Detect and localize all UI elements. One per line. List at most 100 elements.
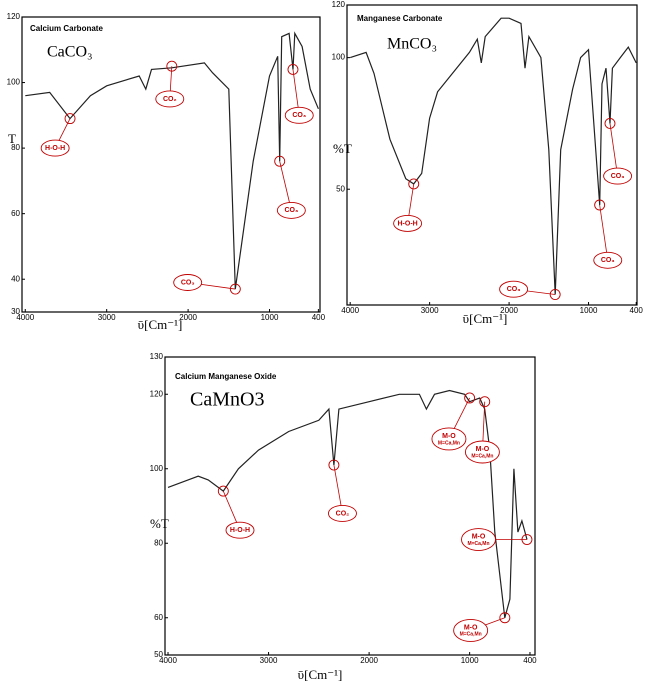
annotation-label: CO₃ <box>611 173 625 180</box>
spectrum-line <box>350 17 637 295</box>
y-tick-label: 80 <box>11 143 20 152</box>
annotation-label: H-O-H <box>230 527 250 534</box>
annotation-label: CO₃ <box>601 257 615 264</box>
x-tick-label: 3000 <box>98 313 116 322</box>
target-circle <box>521 534 533 545</box>
plot-frame <box>346 4 638 306</box>
annotation-label: M-O <box>442 433 456 440</box>
chart-title: Manganese Carbonate <box>357 14 443 23</box>
plot-frame <box>21 16 321 313</box>
y-tick-label: 120 <box>7 12 21 21</box>
x-tick-label: 1000 <box>261 313 279 322</box>
y-tick-label: 120 <box>332 0 346 9</box>
y-tick-label: 130 <box>150 352 164 361</box>
annotation-sublabel: M=Ca,Mn <box>438 440 460 446</box>
x-tick-label: 400 <box>630 306 644 315</box>
plot-frame <box>164 356 536 656</box>
x-tick-label: 3000 <box>260 656 278 665</box>
target-circle <box>464 392 476 404</box>
target-circle <box>166 60 178 72</box>
annotation-label: M-O <box>472 533 486 540</box>
y-tick-label: 40 <box>11 274 20 283</box>
target-circle <box>274 155 286 167</box>
x-axis-label: ῡ[Cm⁻¹] <box>298 667 343 682</box>
formula: CaCO₃ <box>47 44 93 61</box>
annotation-bubble <box>464 440 500 464</box>
y-axis-label: %T <box>150 516 169 531</box>
annotation-bubble <box>431 427 467 451</box>
callout-line <box>609 123 619 177</box>
target-circle <box>408 178 420 190</box>
annotation-bubble <box>328 505 357 522</box>
y-tick-label: 100 <box>332 53 346 62</box>
formula: MnCO₃ <box>387 36 437 53</box>
y-tick-label: 60 <box>11 209 20 218</box>
y-tick-label: 100 <box>150 464 164 473</box>
annotation-bubble <box>225 521 255 539</box>
spectrum-line <box>167 389 528 618</box>
callout-line <box>599 204 609 261</box>
annotation-label: CO₂ <box>336 510 350 517</box>
y-tick-label: 80 <box>154 538 163 547</box>
chart-title: Calcium Manganese Oxide <box>175 372 277 381</box>
annotation-bubble <box>173 274 203 291</box>
x-tick-label: 400 <box>312 313 326 322</box>
annotation-bubble <box>155 90 185 108</box>
formula: CaMnO3 <box>190 389 264 411</box>
target-circle <box>549 289 561 300</box>
x-tick-label: 1000 <box>580 306 598 315</box>
y-axis-label: %T <box>333 141 352 156</box>
annotation-label: H-O-H <box>398 220 418 227</box>
annotation-label: CO₂ <box>163 96 177 103</box>
annotation-bubble <box>453 618 489 642</box>
annotation-sublabel: M=Ca,Mn <box>471 453 493 459</box>
annotation-sublabel: M=Ca,Mn <box>467 541 489 547</box>
annotation-label: M-O <box>476 446 490 453</box>
target-circle <box>604 117 616 129</box>
target-circle <box>287 63 299 75</box>
x-tick-label: 2000 <box>179 313 197 322</box>
y-tick-label: 50 <box>336 184 345 193</box>
annotation-label: M-O <box>464 624 478 631</box>
annotation-bubble <box>393 214 423 232</box>
y-tick-label: 30 <box>11 307 20 316</box>
target-circle <box>64 113 76 125</box>
annotation-bubble <box>603 167 633 185</box>
y-tick-label: 50 <box>154 650 163 659</box>
chart-title: Calcium Carbonate <box>30 24 103 33</box>
x-axis-label: ῡ[Cm⁻¹] <box>138 317 183 332</box>
annotation-bubble <box>276 201 306 219</box>
x-tick-label: 400 <box>523 656 537 665</box>
y-tick-label: 120 <box>150 389 164 398</box>
annotation-bubble <box>40 139 70 157</box>
x-tick-label: 4000 <box>159 656 177 665</box>
annotation-bubble <box>499 280 529 298</box>
x-tick-label: 3000 <box>421 306 439 315</box>
target-circle <box>594 199 606 211</box>
target-circle <box>499 612 511 624</box>
y-tick-label: 60 <box>154 613 163 622</box>
annotation-label: CO₃ <box>292 112 306 119</box>
annotation-label: CO₃ <box>181 279 195 286</box>
annotation-bubble <box>461 528 496 551</box>
x-tick-label: 2000 <box>500 306 518 315</box>
spectrum-line <box>25 31 319 290</box>
annotation-label: H-O-H <box>45 145 65 152</box>
x-axis-label: ῡ[Cm⁻¹] <box>463 311 508 326</box>
target-circle <box>328 459 340 471</box>
y-tick-label: 100 <box>7 78 21 87</box>
target-circle <box>479 396 491 408</box>
annotation-label: CO₃ <box>507 286 521 293</box>
annotation-label: CO₃ <box>284 207 298 214</box>
target-circle <box>217 485 229 497</box>
annotation-sublabel: M=Ca,Mn <box>460 632 482 638</box>
y-axis-label: T <box>8 131 16 146</box>
x-tick-label: 4000 <box>16 313 34 322</box>
x-tick-label: 1000 <box>461 656 479 665</box>
annotation-bubble <box>284 106 314 124</box>
annotation-bubble <box>593 251 623 269</box>
x-tick-label: 4000 <box>341 306 359 315</box>
target-circle <box>229 283 241 295</box>
x-tick-label: 2000 <box>360 656 378 665</box>
